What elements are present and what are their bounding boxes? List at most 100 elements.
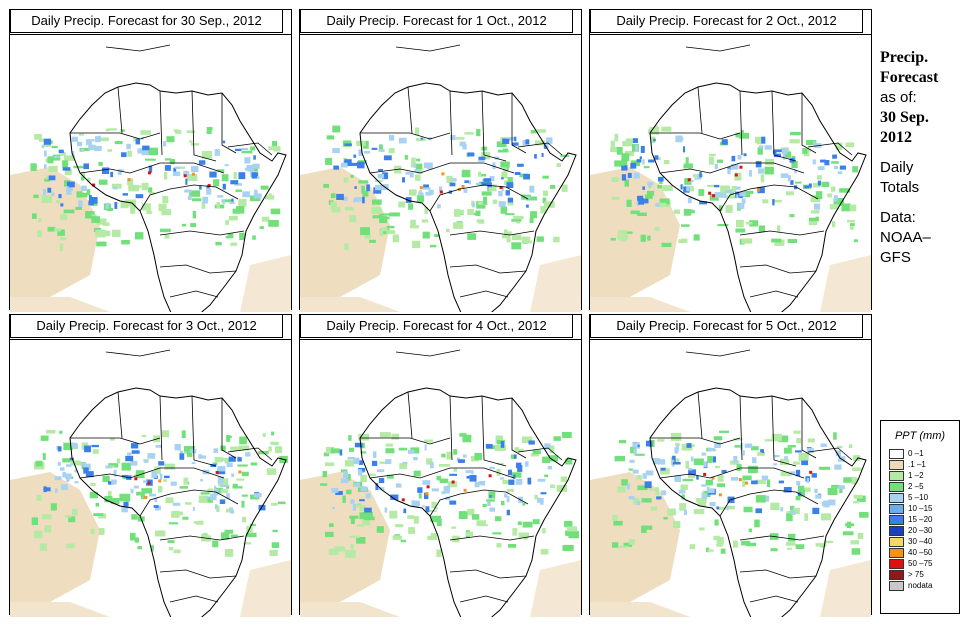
precip-cell [811,473,817,478]
precip-cell [650,136,656,144]
precip-cell-intense [463,488,467,492]
precip-cell [688,467,693,471]
precip-cell [237,464,248,467]
precip-cell [324,531,334,538]
precip-cell [632,442,638,448]
precip-cell [107,149,113,152]
precip-cell [717,474,724,482]
precip-cell [58,194,62,199]
precip-cell [785,191,794,196]
precip-cell [466,475,472,479]
precip-cell [655,487,659,496]
precip-cell [654,226,660,231]
precip-cell [184,189,192,193]
precip-cell [795,544,805,549]
precip-cell [496,543,502,548]
precip-cell [198,160,206,165]
precip-cell [62,160,69,168]
precip-cell [548,455,559,462]
precip-cell [742,480,746,487]
precip-cell [693,234,700,241]
precip-cell [532,519,540,525]
precip-cell [323,183,330,188]
precip-cell [186,130,196,134]
country-border [70,437,161,445]
precip-cell [54,228,61,232]
precip-cell [544,443,551,450]
precip-cell [833,195,838,202]
precip-cell [232,483,238,489]
precip-cell [789,471,796,475]
precip-cell [436,475,442,481]
precip-cell [481,146,488,151]
precip-cell [244,167,249,171]
precip-cell [232,486,243,489]
country-border [771,90,797,162]
precip-cell [819,466,831,470]
precip-cell [562,431,572,438]
precip-cell [58,149,64,154]
precip-cell [44,525,52,533]
precip-cell [358,433,370,441]
precip-cell [757,168,764,174]
precip-cell [356,524,364,527]
precip-cell [69,457,74,461]
legend-item: 15 –20 [889,514,959,525]
dry-zone-indian [530,255,581,312]
country-border [159,264,237,274]
precip-cell [431,501,437,509]
precip-cell [320,483,328,486]
precip-cell [95,229,106,238]
precip-cell [697,501,707,507]
precip-cell [56,200,60,204]
precip-cell [43,138,52,145]
precip-cell [537,478,546,482]
precip-cell [224,164,229,167]
precip-cell [751,480,758,485]
precip-cell [413,516,419,524]
precip-cell [356,537,366,544]
precip-cell [90,482,96,486]
precip-cell [707,549,714,552]
precip-cell [811,210,820,214]
precip-cell [505,213,515,216]
precip-cell [758,145,764,149]
precip-cell [60,237,67,241]
precip-cell [436,549,442,558]
precip-cell [371,207,382,214]
precip-cell [537,497,542,503]
precip-cell [47,156,54,164]
precip-cell [517,465,523,472]
precip-cell [633,448,637,455]
precip-cell [481,524,488,527]
precip-cell [274,446,283,454]
precip-cell [171,510,180,518]
precip-cell [831,161,839,164]
precip-cell [778,435,789,443]
precip-cell [164,463,176,470]
precip-cell [388,148,395,154]
precip-cell [483,178,492,182]
precip-cell [780,507,784,512]
precip-cell [190,143,200,146]
country-border [395,349,461,357]
precip-cell [85,139,92,146]
precip-cell [154,497,158,502]
precip-cell [216,202,220,209]
precip-cell [663,159,670,165]
precip-cell [353,154,357,158]
precip-cell [550,184,556,189]
precip-cell [71,136,78,142]
precip-cell [169,159,176,165]
precip-cell [481,191,492,196]
precip-cell [79,147,90,151]
precip-cell [128,184,140,192]
precip-cell [827,499,836,506]
precip-cell [130,488,134,494]
precip-cell [795,495,801,501]
precip-cell [410,219,416,226]
precip-cell [410,161,416,168]
precip-cell [455,137,465,140]
precip-cell [241,516,247,523]
precip-cell [716,536,724,545]
